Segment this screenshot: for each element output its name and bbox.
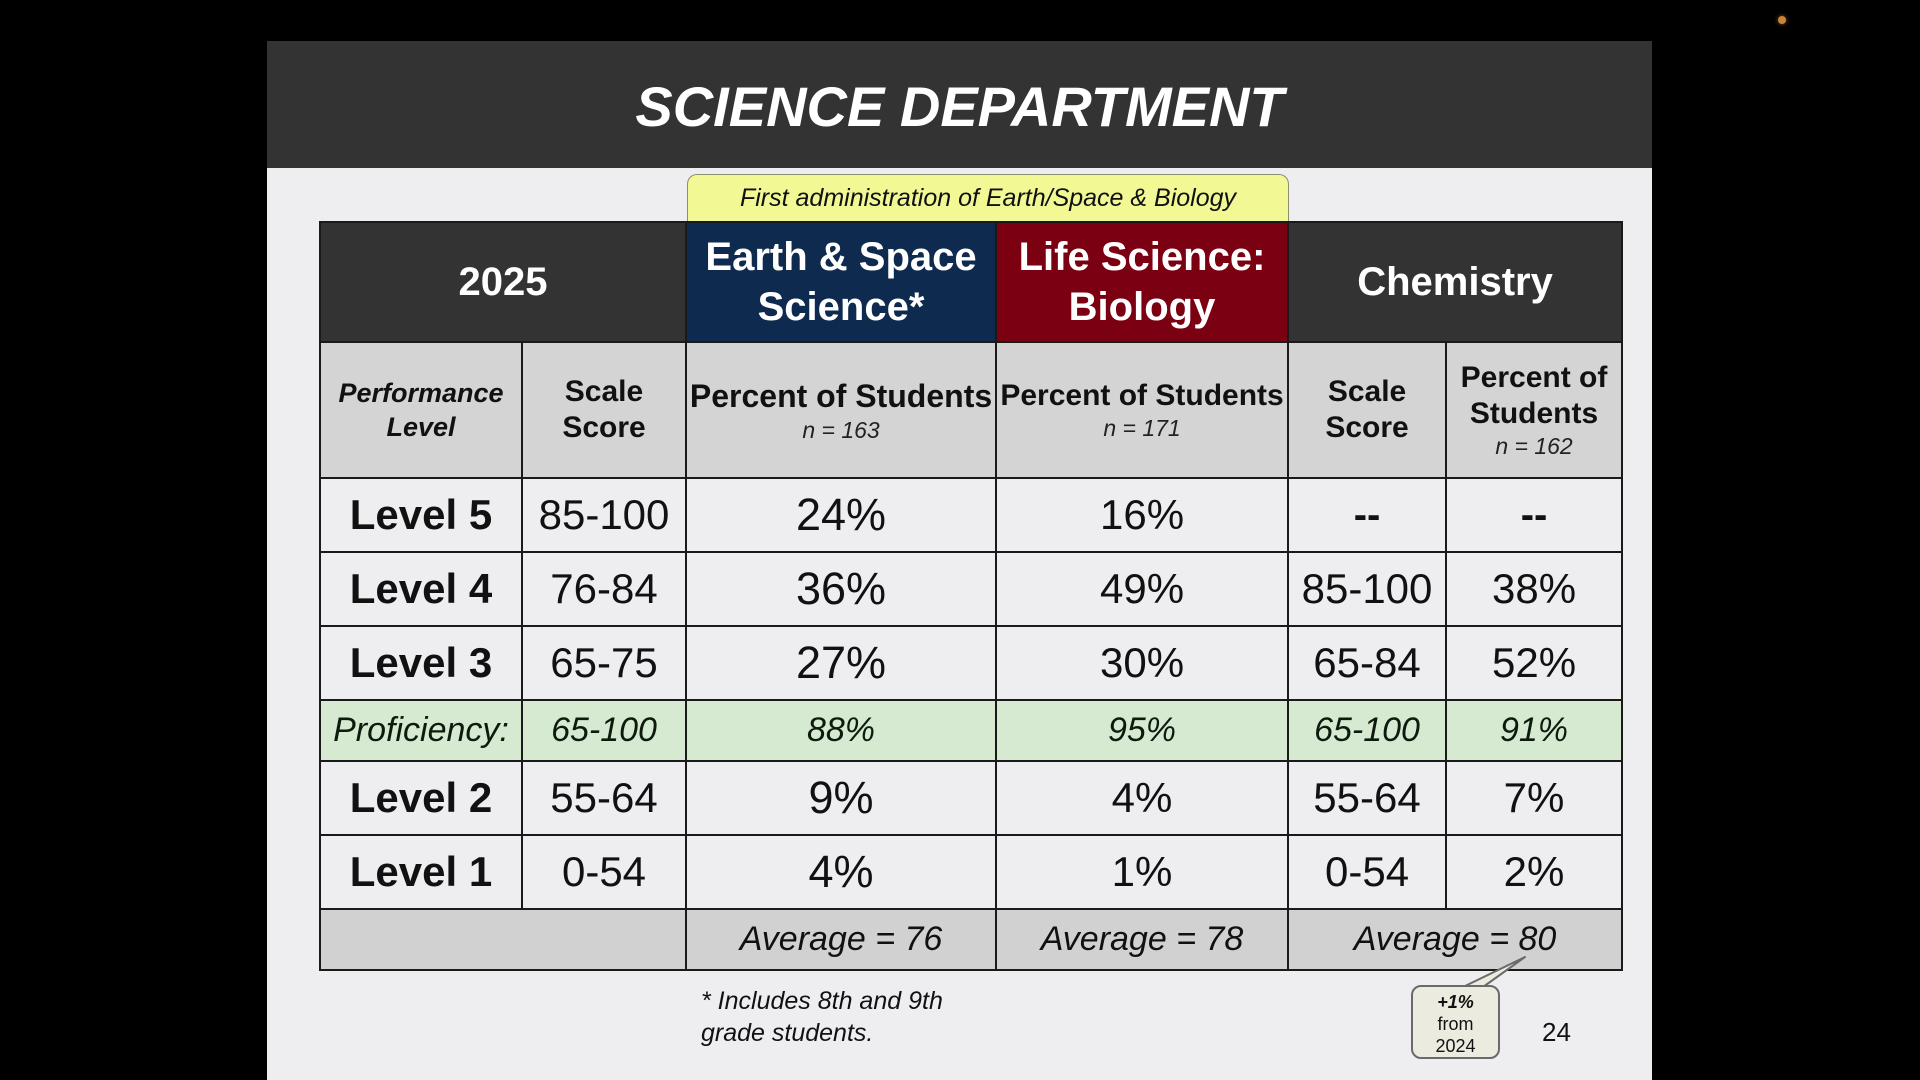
footnote: * Includes 8th and 9th grade students. bbox=[701, 985, 943, 1049]
biology-title: Life Science: Biology bbox=[1018, 235, 1266, 329]
title-bar: SCIENCE DEPARTMENT bbox=[267, 41, 1652, 168]
biology-header: Life Science: Biology bbox=[995, 221, 1290, 343]
callout-delta: +1% bbox=[1437, 992, 1474, 1012]
scale-cell: 85-100 bbox=[520, 477, 688, 553]
table-row-proficiency: Proficiency: 65-100 88% 95% 65-100 91% bbox=[319, 699, 1624, 762]
proficiency-bio-cell: 95% bbox=[995, 699, 1290, 762]
chem-average-cell: Average = 80 bbox=[1287, 908, 1624, 971]
footnote-line-1: * Includes 8th and 9th bbox=[701, 987, 943, 1015]
chem-percent-header: Percent of Students n = 162 bbox=[1445, 341, 1624, 479]
chem-scale-cell: 55-64 bbox=[1287, 760, 1448, 836]
chem-scale-cell: 65-84 bbox=[1287, 625, 1448, 701]
bio-pct-cell: 16% bbox=[995, 477, 1290, 553]
scale-cell: 76-84 bbox=[520, 551, 688, 627]
bio-pct-cell: 30% bbox=[995, 625, 1290, 701]
scale-cell: 0-54 bbox=[520, 834, 688, 910]
ess-average-cell: Average = 76 bbox=[685, 908, 998, 971]
level-cell: Level 1 bbox=[319, 834, 523, 910]
ess-pct-cell: 24% bbox=[685, 477, 998, 553]
proficiency-chem-pct-cell: 91% bbox=[1445, 699, 1624, 762]
chem-n-label: n = 162 bbox=[1495, 433, 1573, 459]
first-administration-banner: First administration of Earth/Space & Bi… bbox=[687, 174, 1289, 222]
subject-header-row: 2025 Earth & Space Science* Life Science… bbox=[318, 221, 1624, 343]
earth-space-header: Earth & Space Science* bbox=[685, 221, 998, 343]
ess-n-label: n = 163 bbox=[802, 417, 880, 443]
table-row-level-4: Level 4 76-84 36% 49% 85-100 38% bbox=[319, 551, 1624, 627]
science-scores-table: 2025 Earth & Space Science* Life Science… bbox=[318, 221, 1624, 971]
slide: SCIENCE DEPARTMENT First administration … bbox=[267, 41, 1652, 1080]
bio-pct-cell: 4% bbox=[995, 760, 1290, 836]
chem-scale-cell: -- bbox=[1287, 477, 1448, 553]
slide-title: SCIENCE DEPARTMENT bbox=[635, 75, 1284, 138]
chem-pct-cell: 2% bbox=[1445, 834, 1624, 910]
ess-pct-cell: 9% bbox=[685, 760, 998, 836]
level-cell: Level 4 bbox=[319, 551, 523, 627]
percent-label: Percent of Students bbox=[1000, 379, 1284, 412]
bio-n-label: n = 171 bbox=[1103, 415, 1181, 441]
bio-percent-header: Percent of Students n = 171 bbox=[995, 341, 1290, 479]
proficiency-scale-cell: 65-100 bbox=[520, 699, 688, 762]
chem-pct-cell: -- bbox=[1445, 477, 1624, 553]
level-cell: Level 5 bbox=[319, 477, 523, 553]
ess-pct-cell: 4% bbox=[685, 834, 998, 910]
bio-pct-cell: 49% bbox=[995, 551, 1290, 627]
scale-cell: 55-64 bbox=[520, 760, 688, 836]
bio-average-cell: Average = 78 bbox=[995, 908, 1290, 971]
callout-year: 2024 bbox=[1435, 1036, 1476, 1056]
table-row-averages: Average = 76 Average = 78 Average = 80 bbox=[318, 908, 1624, 971]
percent-label: Percent of Students bbox=[1460, 361, 1608, 430]
callout-pointer-icon bbox=[1461, 956, 1526, 991]
table-row-level-3: Level 3 65-75 27% 30% 65-84 52% bbox=[319, 625, 1624, 701]
scale-score-header: Scale Score bbox=[520, 341, 688, 479]
ess-pct-cell: 27% bbox=[685, 625, 998, 701]
percent-label: Percent of Students bbox=[689, 378, 993, 414]
footnote-line-2: grade students. bbox=[701, 1019, 874, 1047]
proficiency-chem-scale-cell: 65-100 bbox=[1287, 699, 1448, 762]
scale-cell: 65-75 bbox=[520, 625, 688, 701]
chem-scale-cell: 0-54 bbox=[1287, 834, 1448, 910]
chem-pct-cell: 38% bbox=[1445, 551, 1624, 627]
column-header-row: Performance Level Scale Score Percent of… bbox=[319, 341, 1624, 479]
bio-pct-cell: 1% bbox=[995, 834, 1290, 910]
recording-indicator-dot bbox=[1778, 16, 1786, 24]
callout-from: from bbox=[1437, 1014, 1474, 1034]
chem-pct-cell: 52% bbox=[1445, 625, 1624, 701]
year-header: 2025 bbox=[318, 221, 688, 343]
chemistry-header: Chemistry bbox=[1287, 221, 1624, 343]
table-row-level-1: Level 1 0-54 4% 1% 0-54 2% bbox=[319, 834, 1624, 910]
proficiency-ess-cell: 88% bbox=[685, 699, 998, 762]
earth-space-title: Earth & Space Science* bbox=[705, 235, 977, 329]
proficiency-label: Proficiency: bbox=[319, 699, 523, 762]
table-row-level-2: Level 2 55-64 9% 4% 55-64 7% bbox=[319, 760, 1624, 836]
chemistry-change-callout: +1% from 2024 bbox=[1411, 985, 1500, 1059]
chem-scale-cell: 85-100 bbox=[1287, 551, 1448, 627]
table-row-level-5: Level 5 85-100 24% 16% -- -- bbox=[319, 477, 1624, 553]
page-number: 24 bbox=[1542, 1017, 1571, 1047]
chem-pct-cell: 7% bbox=[1445, 760, 1624, 836]
ess-percent-header: Percent of Students n = 163 bbox=[685, 341, 998, 479]
performance-level-header: Performance Level bbox=[319, 341, 523, 479]
level-cell: Level 3 bbox=[319, 625, 523, 701]
ess-pct-cell: 36% bbox=[685, 551, 998, 627]
level-cell: Level 2 bbox=[319, 760, 523, 836]
chem-scale-score-header: Scale Score bbox=[1287, 341, 1448, 479]
average-blank-cell bbox=[318, 908, 688, 971]
